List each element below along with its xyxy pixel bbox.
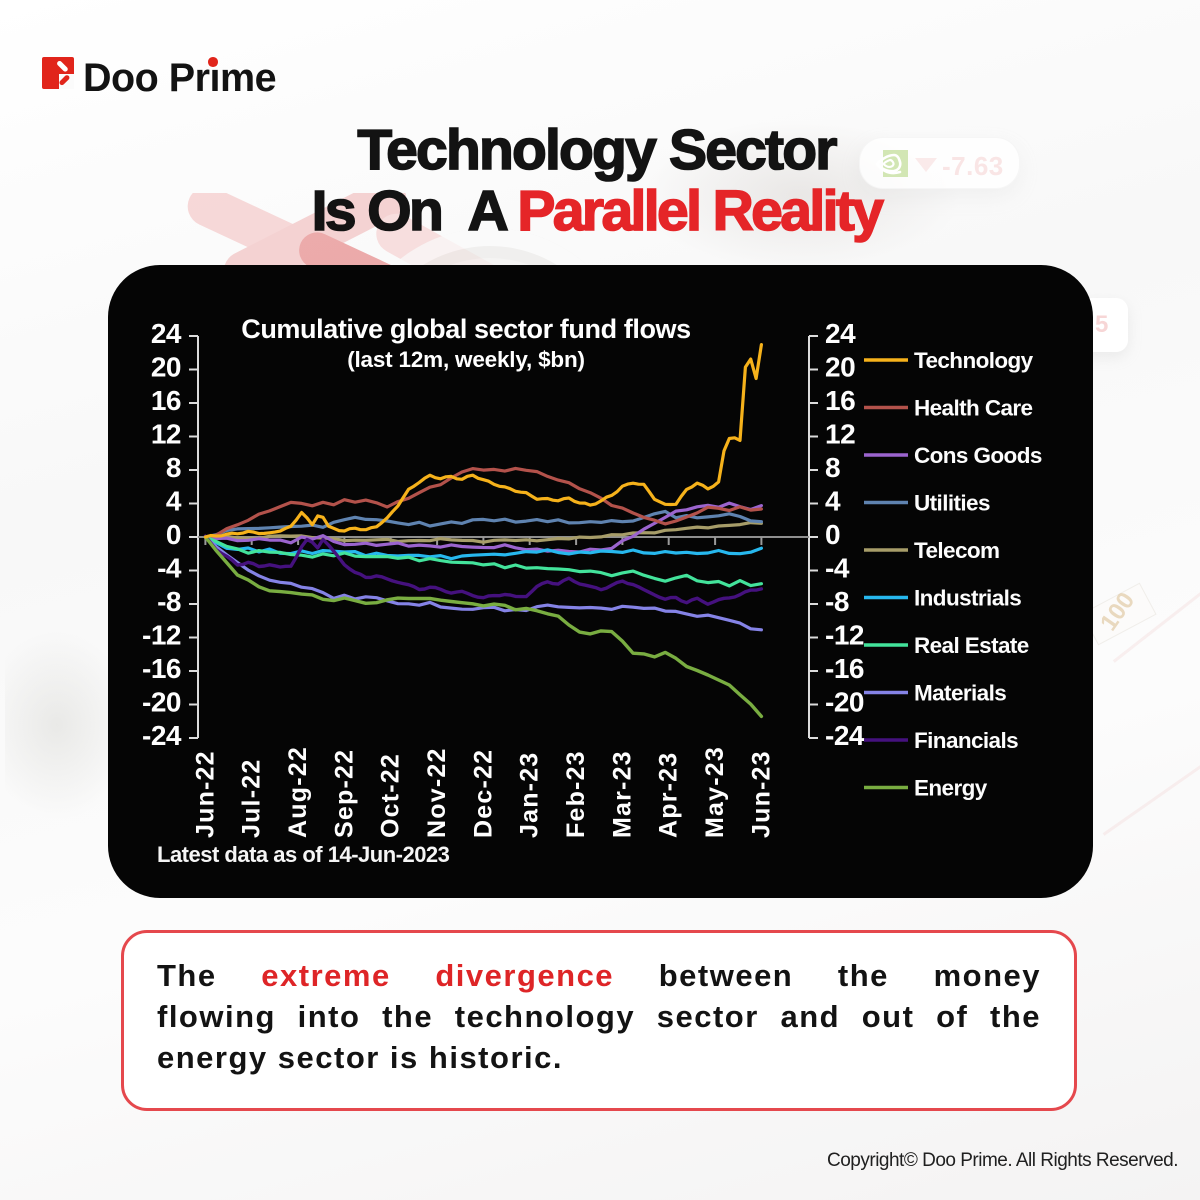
svg-text:Mar-23: Mar-23 — [608, 750, 636, 838]
svg-text:12: 12 — [151, 419, 181, 450]
svg-text:-24: -24 — [825, 720, 865, 751]
svg-text:-16: -16 — [142, 653, 181, 684]
svg-text:May-23: May-23 — [701, 746, 729, 838]
svg-text:Cumulative global sector fund: Cumulative global sector fund flows — [241, 314, 691, 344]
svg-text:-16: -16 — [825, 653, 864, 684]
svg-text:Financials: Financials — [914, 728, 1018, 753]
svg-text:20: 20 — [825, 352, 855, 383]
svg-text:Energy: Energy — [914, 776, 988, 801]
svg-text:4: 4 — [166, 486, 182, 517]
svg-text:12: 12 — [825, 419, 855, 450]
svg-text:Materials: Materials — [914, 681, 1006, 706]
svg-text:-8: -8 — [825, 586, 849, 617]
svg-text:20: 20 — [151, 352, 181, 383]
svg-text:Jun-22: Jun-22 — [191, 750, 219, 838]
svg-text:-24: -24 — [142, 720, 182, 751]
svg-text:Jun-23: Jun-23 — [747, 750, 775, 838]
svg-text:Sep-22: Sep-22 — [330, 749, 358, 838]
svg-text:-12: -12 — [142, 620, 181, 651]
svg-text:Industrials: Industrials — [914, 586, 1021, 611]
svg-text:24: 24 — [825, 318, 856, 349]
svg-text:Health Care: Health Care — [914, 396, 1033, 421]
svg-text:16: 16 — [825, 385, 855, 416]
svg-text:-4: -4 — [157, 553, 182, 584]
svg-text:16: 16 — [151, 385, 181, 416]
svg-text:Utilities: Utilities — [914, 491, 990, 516]
svg-text:Apr-23: Apr-23 — [655, 752, 683, 838]
svg-text:Dec-22: Dec-22 — [469, 749, 497, 838]
svg-text:-20: -20 — [825, 687, 864, 718]
svg-text:Jan-23: Jan-23 — [516, 752, 544, 838]
svg-text:-20: -20 — [142, 687, 181, 718]
svg-text:Real Estate: Real Estate — [914, 633, 1029, 658]
svg-text:-4: -4 — [825, 553, 850, 584]
svg-text:8: 8 — [825, 452, 840, 483]
svg-text:-8: -8 — [157, 586, 181, 617]
svg-text:Telecom: Telecom — [914, 538, 999, 563]
svg-text:Cons Goods: Cons Goods — [914, 443, 1042, 468]
svg-text:Technology: Technology — [914, 348, 1034, 373]
svg-text:4: 4 — [825, 486, 841, 517]
svg-text:Aug-22: Aug-22 — [284, 746, 312, 838]
svg-text:Nov-22: Nov-22 — [423, 747, 451, 838]
svg-text:0: 0 — [825, 519, 840, 550]
svg-text:Feb-23: Feb-23 — [562, 750, 590, 838]
svg-text:Latest data as of 14-Jun-2023: Latest data as of 14-Jun-2023 — [157, 842, 450, 867]
svg-text:Jul-22: Jul-22 — [238, 759, 266, 838]
svg-text:8: 8 — [166, 452, 181, 483]
svg-text:-12: -12 — [825, 620, 864, 651]
svg-text:0: 0 — [166, 519, 181, 550]
svg-text:Oct-22: Oct-22 — [377, 753, 405, 838]
svg-text:(last 12m, weekly, $bn): (last 12m, weekly, $bn) — [347, 347, 585, 372]
svg-text:24: 24 — [151, 318, 182, 349]
